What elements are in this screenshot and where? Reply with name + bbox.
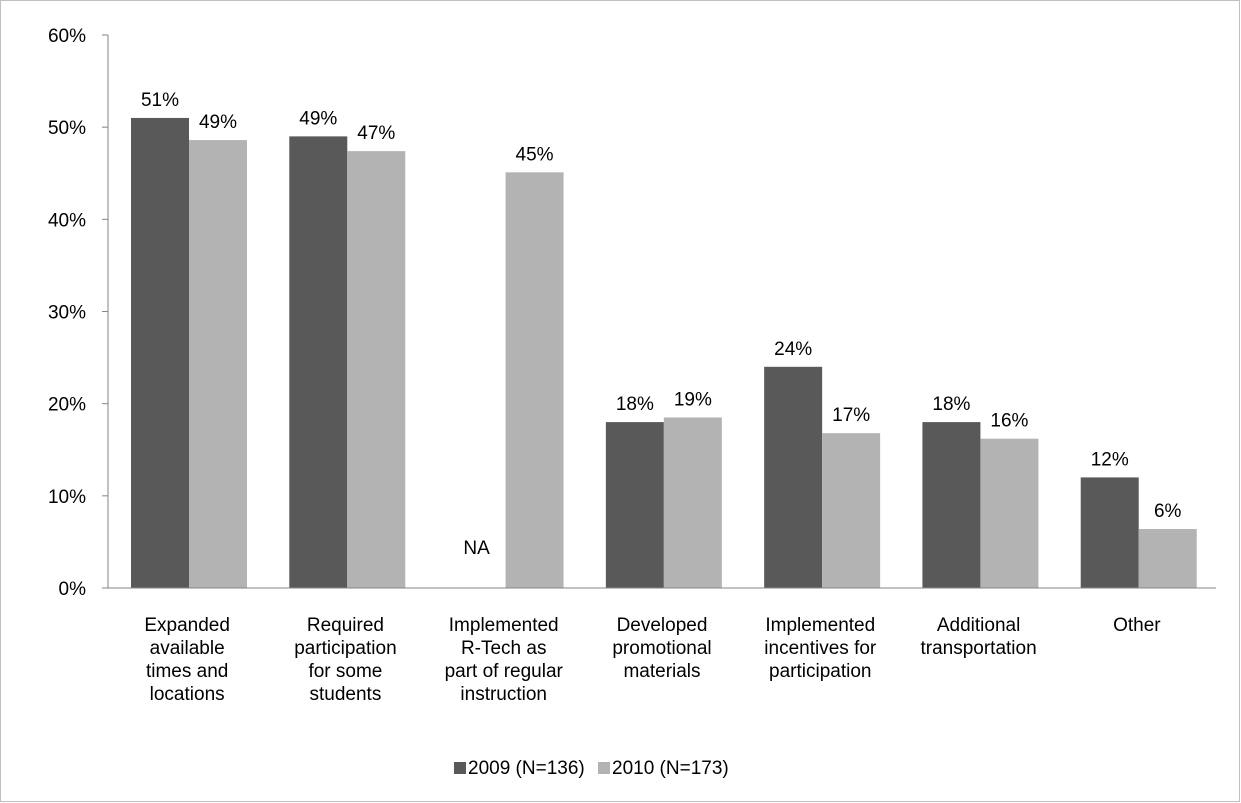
bar-series1-cat2 (289, 136, 348, 588)
category-label-line: participation (294, 638, 396, 659)
data-label: 47% (357, 123, 395, 144)
legend-swatch (454, 762, 466, 774)
data-label: 24% (774, 339, 812, 360)
category-label: Additional transportation (920, 615, 1036, 659)
data-label: 16% (990, 411, 1028, 432)
category-label-line: materials (623, 661, 700, 682)
category-label-line: Implemented (765, 615, 875, 636)
category-label-line: part of regular (445, 661, 564, 682)
y-tick-label: 20% (48, 395, 86, 416)
y-tick-label: 30% (48, 303, 86, 324)
bar-series2-cat2 (347, 151, 406, 588)
category-label-line: Additional (937, 615, 1020, 636)
category-label: Required participation for some students (294, 615, 396, 705)
category-label-line: Required (307, 615, 384, 636)
category-label-line: Expanded (144, 615, 230, 636)
bar-series2-cat3 (505, 172, 564, 588)
category-label-line: promotional (612, 638, 711, 659)
bar-series1-cat4 (605, 422, 664, 588)
data-label: 19% (674, 389, 712, 410)
category-label: Implemented incentives for participation (764, 615, 877, 682)
bar-series2-cat1 (189, 140, 247, 588)
category-label-line: R-Tech as (461, 638, 547, 659)
bar-series2-cat6 (980, 438, 1039, 588)
category-label-line: instruction (460, 684, 547, 705)
category-label: Expanded available times and locations (144, 615, 230, 705)
category-label-line: available (150, 638, 225, 659)
bar-series1-cat7 (1080, 477, 1139, 588)
category-label-line: times and (146, 661, 228, 682)
data-label: 49% (199, 112, 237, 133)
legend-label: 2009 (N=136) (468, 758, 585, 779)
bar-series1-cat1 (131, 117, 189, 588)
data-label: 49% (299, 108, 337, 129)
category-label-line: locations (150, 684, 225, 705)
y-tick-label: 0% (59, 579, 87, 600)
category-label: Implemented R-Tech as part of regular instr… (445, 615, 564, 705)
data-label: 45% (516, 144, 554, 165)
data-label: 6% (1154, 501, 1182, 522)
category-label: Developed promotional materials (612, 615, 711, 682)
bar-series2-cat5 (822, 433, 881, 588)
category-label-line: Developed (617, 615, 708, 636)
category-label-line: transportation (920, 638, 1036, 659)
category-label-line: students (310, 684, 382, 705)
category-label-line: Other (1113, 615, 1161, 636)
legend-label: 2010 (N=173) (612, 758, 729, 779)
data-label: 17% (832, 405, 870, 426)
bar-series2-cat4 (663, 417, 722, 588)
legend-swatch (598, 762, 610, 774)
category-label-line: participation (769, 661, 871, 682)
y-tick-label: 40% (48, 210, 86, 231)
bar-series1-cat6 (922, 422, 981, 588)
data-label: 51% (141, 90, 179, 111)
data-label: 18% (932, 394, 970, 415)
bar-series2-cat7 (1138, 529, 1197, 588)
y-tick-label: 60% (48, 26, 86, 47)
data-label-na: NA (463, 538, 490, 559)
category-label-line: for some (308, 661, 382, 682)
data-label: 18% (616, 394, 654, 415)
category-label-line: incentives for (764, 638, 877, 659)
y-tick-label: 50% (48, 118, 86, 139)
bar-series1-cat5 (764, 366, 823, 588)
data-label: 12% (1091, 449, 1129, 470)
y-tick-label: 10% (48, 487, 86, 508)
category-label: Other (1113, 615, 1161, 636)
category-label-line: Implemented (449, 615, 559, 636)
